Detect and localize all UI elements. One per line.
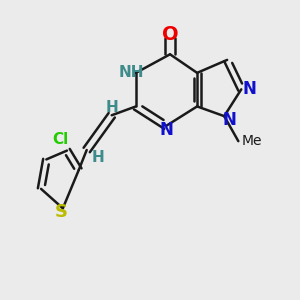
Text: S: S: [55, 203, 68, 221]
Text: Cl: Cl: [52, 132, 69, 147]
Text: H: H: [106, 100, 119, 115]
Text: O: O: [162, 25, 178, 44]
Text: NH: NH: [119, 65, 144, 80]
Text: N: N: [223, 111, 236, 129]
Text: N: N: [159, 121, 173, 139]
Text: H: H: [92, 150, 105, 165]
Text: N: N: [243, 80, 256, 98]
Text: Me: Me: [241, 134, 262, 148]
